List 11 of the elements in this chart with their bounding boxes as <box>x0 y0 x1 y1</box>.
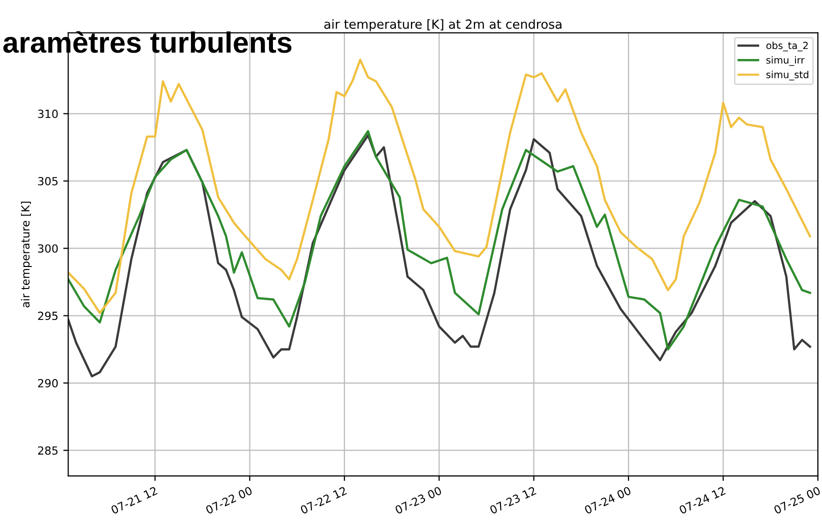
y-tick-label: 295 <box>38 312 58 320</box>
legend-label: obs_ta_2 <box>766 42 808 52</box>
y-axis-title: air temperature [K] <box>20 202 32 308</box>
chart-title: air temperature [K] at 2m at cendrosa <box>324 19 562 32</box>
y-tick-label: 290 <box>38 378 58 388</box>
legend-label: simu_std <box>766 70 808 80</box>
y-tick-label: 310 <box>38 110 58 118</box>
y-tick-label: 285 <box>38 446 58 455</box>
y-tick-label: 305 <box>38 176 58 186</box>
y-tick-label: 300 <box>38 244 58 253</box>
legend-label: simu_irr <box>766 56 805 66</box>
